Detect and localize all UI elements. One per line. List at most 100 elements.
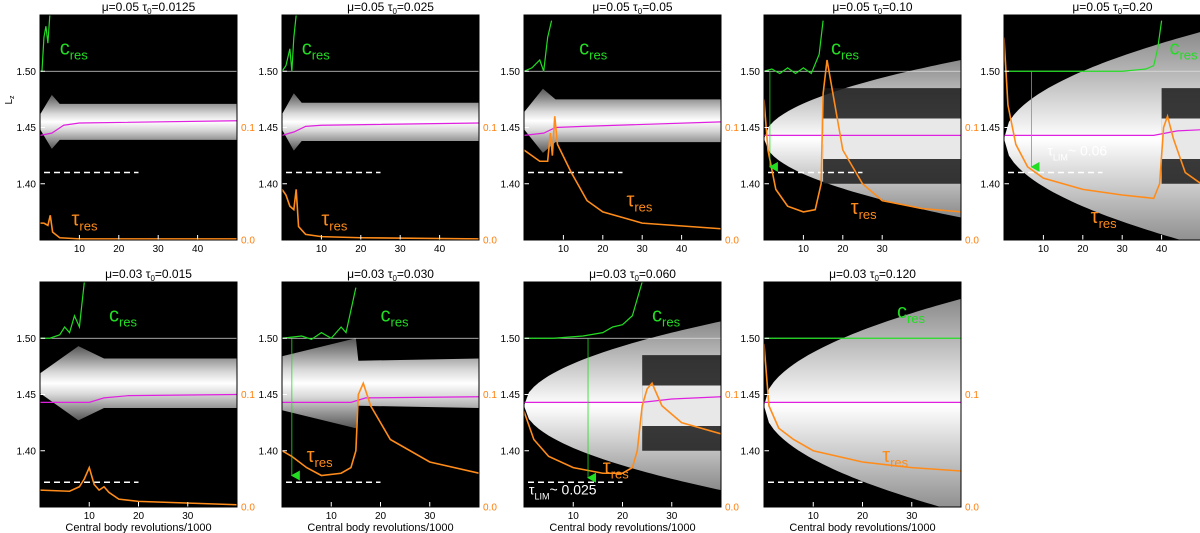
y-tick-label: 1.40 — [741, 179, 761, 190]
cres-line — [524, 20, 553, 72]
panel-title: μ=0.03 τ0=0.030 — [347, 267, 434, 283]
cres-label: cres — [579, 37, 608, 62]
cres-line — [764, 20, 824, 75]
cres-label: cres — [60, 37, 89, 62]
tres-line — [282, 188, 479, 240]
panel-8: cres τres τLIM~ 0.025 μ=0.03 τ0=0.060 1.40 1.… — [501, 267, 740, 533]
panel-4: cres τres μ=0.05 τ0=0.10 1.40 1.45 1.50 0.0 0.1… — [741, 0, 980, 255]
x-tick-label: 10 — [568, 511, 580, 522]
y-tick-label: 1.50 — [259, 67, 279, 78]
plot-area: cres τres — [764, 298, 961, 507]
y-tick-label: 1.40 — [741, 446, 761, 457]
particle-density-band — [282, 93, 479, 151]
y-tick-label: 1.50 — [741, 334, 761, 345]
cres-label: cres — [897, 301, 926, 326]
right-y-tick-label: 0.1 — [725, 390, 739, 401]
panel-9: cres τres μ=0.03 τ0=0.120 1.40 1.45 1.50 0.0 0.… — [741, 267, 980, 533]
y-tick-label: 1.40 — [259, 179, 279, 190]
resonance-center-line — [282, 122, 479, 136]
tau-lim-label: τLIM~ 0.06 — [1047, 143, 1107, 163]
right-y-tick-label: 0.0 — [725, 236, 739, 247]
plot-area: cres — [40, 282, 237, 506]
tres-label: τres — [882, 445, 908, 470]
cres-line — [40, 282, 85, 339]
tres-line — [40, 465, 237, 506]
panel-5: cres τres τLIM~ 0.06 μ=0.05 τ0=0.20 1.40 1.45… — [981, 0, 1200, 255]
x-tick-label: 40 — [1156, 244, 1168, 255]
right-y-tick-label: 0.1 — [965, 123, 979, 134]
plot-frame — [281, 281, 480, 508]
cres-line — [282, 15, 297, 72]
plot-frame — [39, 281, 238, 508]
y-tick-label: 1.50 — [981, 67, 1001, 78]
y-axis-label: Lz — [4, 95, 16, 105]
plot-frame — [523, 14, 722, 241]
panel-title: μ=0.05 τ0=0.05 — [592, 0, 673, 16]
panel-title: μ=0.05 τ0=0.025 — [347, 0, 434, 16]
tres-line — [40, 215, 237, 240]
x-tick-label: 30 — [637, 244, 649, 255]
x-tick-label: 10 — [326, 511, 338, 522]
y-tick-label: 1.45 — [17, 123, 37, 134]
y-tick-label: 1.45 — [981, 123, 1001, 134]
x-tick-label: 20 — [617, 511, 629, 522]
cres-label: cres — [652, 304, 681, 329]
y-tick-label: 1.45 — [741, 123, 761, 134]
plot-area: cres τres τLIM~ 0.025 — [524, 282, 721, 502]
tau-lim-label: τLIM~ 0.025 — [529, 482, 597, 502]
plot-frame — [523, 281, 722, 508]
x-axis-label: Central body revolutions/1000 — [307, 522, 453, 533]
panel-2: cres τres μ=0.05 τ0=0.025 1.40 1.45 1.50 0.0 0.… — [259, 0, 498, 255]
right-y-tick-label: 0.1 — [483, 390, 497, 401]
plot-area: cres τres — [524, 20, 721, 230]
resonance-center-line — [40, 393, 237, 403]
panel-1: cres τres μ=0.05 τ0=0.0125 1.40 1.45 1.50 0.0 0… — [17, 0, 256, 255]
panel-title: μ=0.03 τ0=0.120 — [829, 267, 916, 283]
y-tick-label: 1.50 — [501, 334, 521, 345]
plot-area: cres τres — [282, 15, 479, 240]
plot-area: cres τres — [40, 15, 237, 240]
panel-title: μ=0.05 τ0=0.20 — [1072, 0, 1153, 16]
y-tick-label: 1.40 — [501, 179, 521, 190]
x-tick-label: 30 — [395, 244, 407, 255]
tres-line — [524, 116, 721, 230]
tres-line — [764, 343, 961, 472]
x-tick-label: 40 — [676, 244, 688, 255]
right-y-tick-label: 0.0 — [965, 503, 979, 514]
right-y-tick-label: 0.0 — [483, 236, 497, 247]
x-tick-label: 20 — [597, 244, 609, 255]
particle-density-band — [282, 338, 479, 429]
panel-title: μ=0.05 τ0=0.10 — [832, 0, 913, 16]
x-tick-label: 20 — [355, 244, 367, 255]
x-tick-label: 40 — [192, 244, 204, 255]
cres-label: cres — [302, 37, 331, 62]
x-tick-label: 40 — [434, 244, 446, 255]
panel-title: μ=0.05 τ0=0.0125 — [102, 0, 196, 16]
tres-line — [282, 381, 479, 477]
plot-area: cres τres τLIM~ 0.06 — [1004, 20, 1200, 240]
y-tick-label: 1.45 — [17, 390, 37, 401]
x-tick-label: 30 — [182, 511, 194, 522]
y-tick-label: 1.45 — [259, 390, 279, 401]
x-tick-label: 10 — [84, 511, 96, 522]
right-y-tick-label: 0.0 — [241, 503, 255, 514]
right-y-tick-label: 0.0 — [241, 236, 255, 247]
y-tick-label: 1.45 — [741, 390, 761, 401]
panel-6: cres μ=0.03 τ0=0.015 1.40 1.45 1.50 0.0 0.1 10 2… — [17, 267, 256, 533]
plot-frame — [39, 14, 238, 241]
y-tick-label: 1.40 — [981, 179, 1001, 190]
y-tick-label: 1.45 — [259, 123, 279, 134]
x-axis-label: Central body revolutions/1000 — [65, 522, 211, 533]
right-y-tick-label: 0.1 — [965, 390, 979, 401]
cres-label: cres — [381, 304, 410, 329]
x-tick-label: 10 — [558, 244, 570, 255]
particle-density-band — [524, 88, 721, 153]
tres-label: τres — [1091, 206, 1117, 231]
x-tick-label: 30 — [153, 244, 165, 255]
y-tick-label: 1.50 — [741, 67, 761, 78]
resonant-core — [823, 118, 961, 159]
panels-group: cres τres μ=0.05 τ0=0.0125 1.40 1.45 1.50 0.0 0… — [4, 0, 1200, 533]
panel-title: μ=0.03 τ0=0.015 — [105, 267, 192, 283]
plot-frame — [763, 281, 962, 508]
right-y-tick-label: 0.1 — [241, 390, 255, 401]
